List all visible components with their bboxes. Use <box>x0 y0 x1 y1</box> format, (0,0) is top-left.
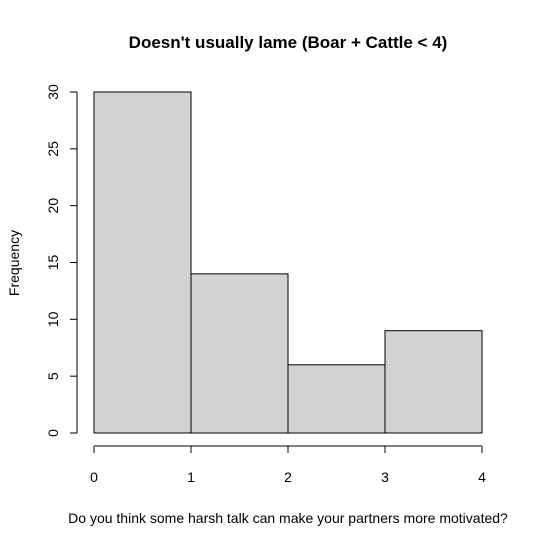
x-tick-label: 2 <box>284 469 292 485</box>
y-tick-label: 30 <box>45 84 61 100</box>
y-tick-label: 15 <box>45 255 61 271</box>
histogram-bar-3 <box>384 330 483 434</box>
chart-title: Doesn't usually lame (Boar + Cattle < 4) <box>129 33 448 52</box>
y-tick-label: 0 <box>45 429 61 437</box>
histogram-bar-2 <box>287 364 386 434</box>
x-tick-label: 4 <box>478 469 486 485</box>
y-axis: 0 5 10 15 20 25 30 <box>45 84 78 437</box>
x-axis-label: Do you think some harsh talk can make yo… <box>68 510 508 526</box>
x-tick-label: 0 <box>90 469 98 485</box>
y-axis-label: Frequency <box>6 230 22 296</box>
x-tick-label: 3 <box>381 469 389 485</box>
y-tick-label: 20 <box>45 198 61 214</box>
bars-group <box>93 91 483 434</box>
y-tick-label: 10 <box>45 311 61 327</box>
y-tick-label: 25 <box>45 141 61 157</box>
x-axis: 0 1 2 3 4 <box>90 445 486 485</box>
y-tick-label: 5 <box>45 372 61 380</box>
x-tick-label: 1 <box>187 469 195 485</box>
histogram-bar-0 <box>93 91 192 434</box>
histogram-bar-1 <box>190 273 289 434</box>
